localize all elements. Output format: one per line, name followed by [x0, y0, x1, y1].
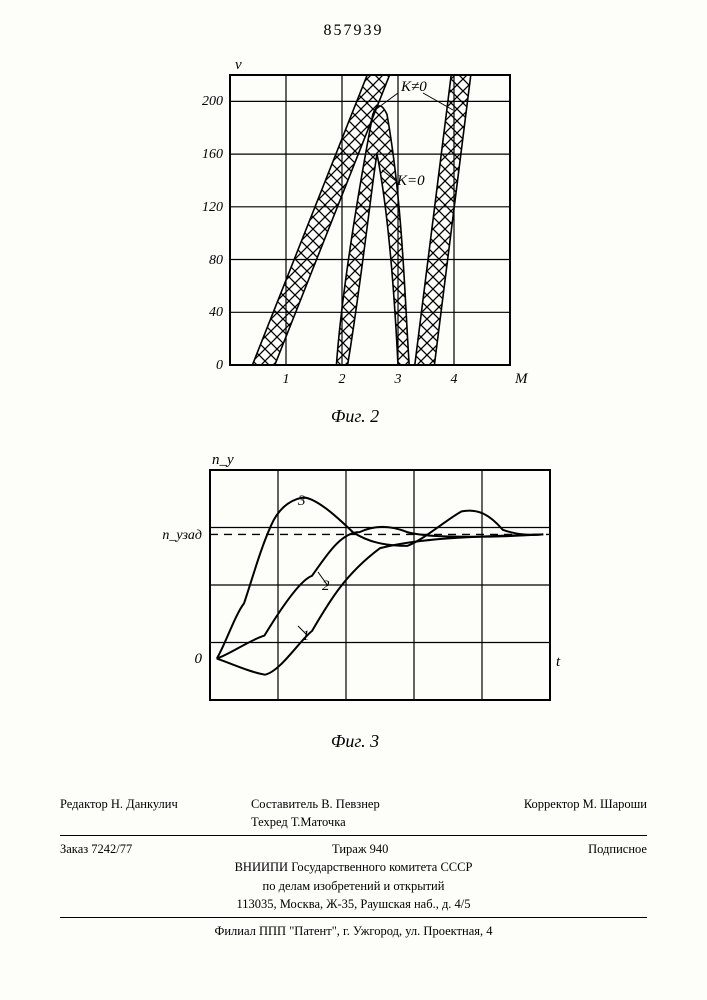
- fig2-ytick-0: 0: [216, 358, 223, 373]
- fig2-chart: 0 40 80 120 160 200 1 2 3 4 v M: [175, 55, 535, 395]
- fig3-ylabel: n_y: [212, 452, 234, 468]
- fig2-ytick-120: 120: [202, 200, 223, 215]
- footer-rule-2: [60, 917, 647, 918]
- fig2-ytick-200: 200: [202, 94, 223, 109]
- fig2-ytick-40: 40: [209, 305, 223, 320]
- figure-3: n_y t n_узад 0 1 2 3 Фиг. 3: [140, 450, 570, 752]
- fig3-caption: Фиг. 3: [140, 731, 570, 752]
- fig3-y-anno-zero: 0: [195, 651, 203, 667]
- footer-corrector: Корректор М. Шароши: [476, 795, 647, 831]
- footer-org1: ВНИИПИ Государственного комитета СССР: [60, 858, 647, 876]
- fig2-xtick-1: 1: [283, 372, 290, 387]
- fig2-anno-kne0: К≠0: [400, 79, 427, 95]
- fig2-xtick-2: 2: [339, 372, 346, 387]
- footer-compiler: Составитель В. Певзнер: [251, 795, 456, 813]
- footer-address1: 113035, Москва, Ж-35, Раушская наб., д. …: [60, 895, 647, 913]
- fig2-anno-k0: К=0: [396, 173, 425, 189]
- fig2-caption: Фиг. 2: [175, 406, 535, 427]
- fig3-label-1: 1: [302, 628, 310, 644]
- fig3-y-anno-nuzad: n_узад: [162, 528, 202, 543]
- fig2-xtick-4: 4: [451, 372, 458, 387]
- fig3-label-3: 3: [297, 493, 306, 509]
- fig2-ytick-160: 160: [202, 147, 223, 162]
- fig3-chart: n_y t n_узад 0 1 2 3: [140, 450, 570, 720]
- footer-block: Редактор Н. Данкулич Составитель В. Певз…: [60, 795, 647, 940]
- fig3-xlabel: t: [556, 654, 561, 670]
- footer-editor: Редактор Н. Данкулич: [60, 795, 231, 831]
- fig3-label-2: 2: [322, 578, 330, 594]
- footer-org2: по делам изобретений и открытий: [60, 877, 647, 895]
- document-number: 857939: [324, 22, 384, 40]
- footer-rule-1: [60, 835, 647, 836]
- fig2-xlabel: M: [514, 371, 529, 387]
- figure-2: 0 40 80 120 160 200 1 2 3 4 v M: [175, 55, 535, 427]
- footer-order: Заказ 7242/77: [60, 840, 132, 858]
- fig3-curve-2: [217, 527, 543, 659]
- footer-podpisnoe: Подписное: [588, 840, 647, 858]
- fig2-ytick-80: 80: [209, 253, 223, 268]
- fig2-ylabel: v: [235, 57, 242, 73]
- fig2-xtick-3: 3: [394, 372, 402, 387]
- footer-branch: Филиал ППП "Патент", г. Ужгород, ул. Про…: [60, 922, 647, 940]
- footer-techred: Техред Т.Маточка: [251, 813, 456, 831]
- footer-tirazh: Тираж 940: [332, 840, 388, 858]
- document-page: 857939 0 40 80 1: [0, 0, 707, 1000]
- fig3-curve-1: [217, 534, 543, 674]
